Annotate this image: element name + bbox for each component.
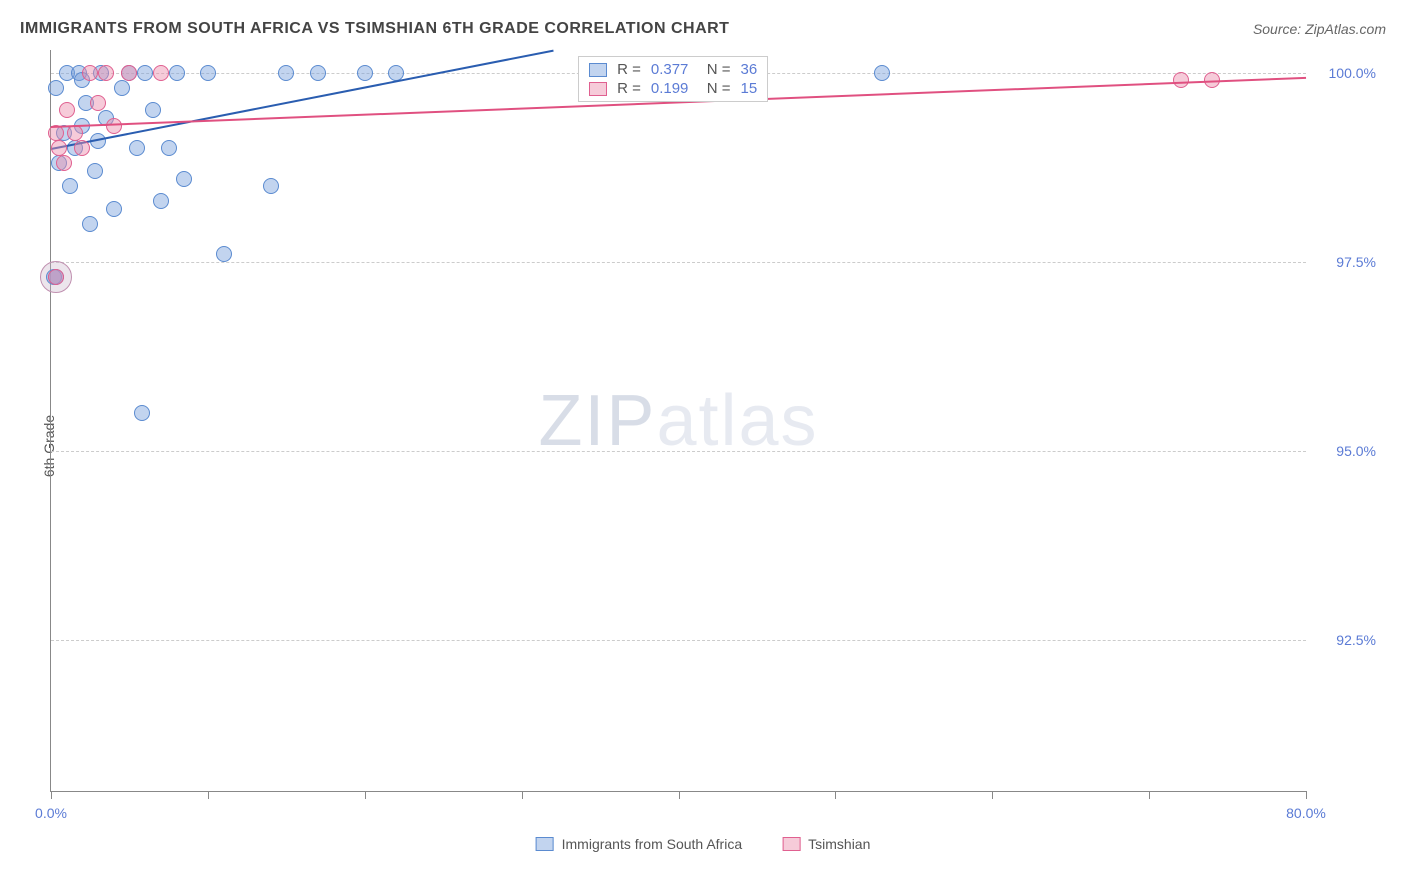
- scatter-point: [1173, 72, 1189, 88]
- scatter-point: [106, 201, 122, 217]
- scatter-point: [263, 178, 279, 194]
- stats-r-value: 0.199: [651, 80, 689, 97]
- x-tick: [1149, 791, 1150, 799]
- x-tick: [365, 791, 366, 799]
- stats-r-value: 0.377: [651, 61, 689, 78]
- stats-n-value: 36: [741, 61, 758, 78]
- gridline: [51, 640, 1306, 641]
- scatter-point: [90, 95, 106, 111]
- legend-item: Immigrants from South Africa: [536, 836, 743, 852]
- scatter-point: [82, 216, 98, 232]
- legend-label: Immigrants from South Africa: [562, 836, 743, 852]
- x-tick: [51, 791, 52, 799]
- y-tick-label: 92.5%: [1336, 632, 1376, 648]
- stats-swatch: [589, 63, 607, 77]
- scatter-point: [114, 80, 130, 96]
- y-tick-label: 100.0%: [1329, 65, 1376, 81]
- x-tick: [208, 791, 209, 799]
- scatter-point: [161, 140, 177, 156]
- stats-n-value: 15: [741, 80, 758, 97]
- scatter-point: [87, 163, 103, 179]
- chart-source: Source: ZipAtlas.com: [1253, 21, 1386, 37]
- stats-r-label: R =: [617, 61, 641, 78]
- scatter-point: [357, 65, 373, 81]
- scatter-point: [216, 246, 232, 262]
- scatter-point: [62, 178, 78, 194]
- scatter-point: [74, 140, 90, 156]
- legend-swatch: [536, 837, 554, 851]
- scatter-point: [278, 65, 294, 81]
- stats-box: R = 0.377 N = 36R = 0.199 N = 15: [578, 56, 768, 102]
- scatter-point: [98, 65, 114, 81]
- scatter-point: [48, 80, 64, 96]
- x-tick: [835, 791, 836, 799]
- scatter-point: [129, 140, 145, 156]
- y-tick-label: 95.0%: [1336, 443, 1376, 459]
- stats-swatch: [589, 82, 607, 96]
- chart-title: IMMIGRANTS FROM SOUTH AFRICA VS TSIMSHIA…: [20, 20, 729, 38]
- scatter-point: [51, 140, 67, 156]
- x-tick: [679, 791, 680, 799]
- scatter-point: [48, 269, 64, 285]
- watermark-zip: ZIP: [538, 381, 656, 461]
- scatter-point: [153, 65, 169, 81]
- stats-r-label: R =: [617, 80, 641, 97]
- legend-item: Tsimshian: [782, 836, 870, 852]
- plot-area: ZIPatlas 92.5%95.0%97.5%100.0%0.0%80.0%R…: [50, 50, 1306, 792]
- scatter-point: [874, 65, 890, 81]
- scatter-point: [67, 125, 83, 141]
- scatter-point: [200, 65, 216, 81]
- scatter-point: [134, 405, 150, 421]
- legend: Immigrants from South Africa Tsimshian: [536, 836, 871, 852]
- x-tick-label: 0.0%: [35, 805, 67, 821]
- stats-row: R = 0.199 N = 15: [589, 80, 757, 97]
- scatter-point: [82, 65, 98, 81]
- x-tick: [522, 791, 523, 799]
- scatter-point: [56, 155, 72, 171]
- scatter-point: [310, 65, 326, 81]
- gridline: [51, 262, 1306, 263]
- stats-row: R = 0.377 N = 36: [589, 61, 757, 78]
- scatter-point: [176, 171, 192, 187]
- scatter-point: [145, 102, 161, 118]
- x-tick: [1306, 791, 1307, 799]
- watermark: ZIPatlas: [538, 380, 818, 462]
- stats-n-label: N =: [698, 80, 730, 97]
- legend-swatch: [782, 837, 800, 851]
- chart-header: IMMIGRANTS FROM SOUTH AFRICA VS TSIMSHIA…: [20, 20, 1386, 38]
- scatter-point: [137, 65, 153, 81]
- stats-n-label: N =: [698, 61, 730, 78]
- scatter-point: [121, 65, 137, 81]
- y-tick-label: 97.5%: [1336, 254, 1376, 270]
- x-tick-label: 80.0%: [1286, 805, 1326, 821]
- x-tick: [992, 791, 993, 799]
- scatter-point: [153, 193, 169, 209]
- scatter-point: [59, 102, 75, 118]
- watermark-atlas: atlas: [656, 381, 818, 461]
- gridline: [51, 451, 1306, 452]
- legend-label: Tsimshian: [808, 836, 870, 852]
- scatter-point: [169, 65, 185, 81]
